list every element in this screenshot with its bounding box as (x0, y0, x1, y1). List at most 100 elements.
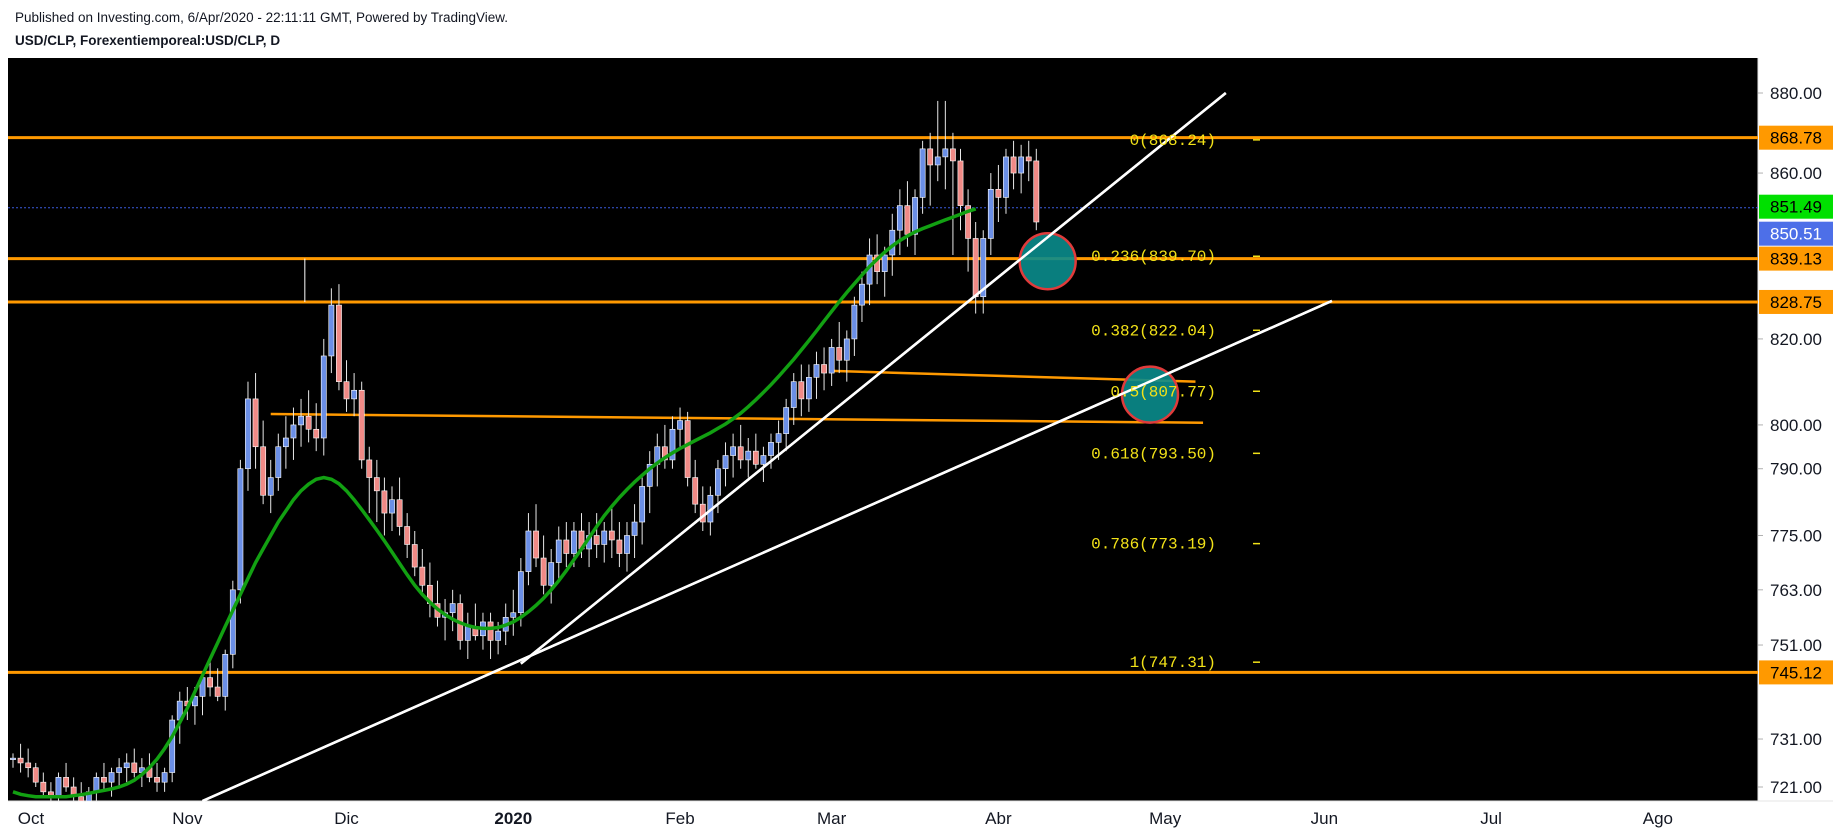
candle-body (449, 603, 456, 614)
price-tag-label-1: 851.49 (1770, 198, 1822, 217)
candle-body (798, 381, 805, 400)
candle-body (40, 781, 47, 793)
candle-body (950, 148, 956, 162)
candle-body (737, 446, 744, 461)
candle-body (677, 420, 683, 430)
candle-body (790, 381, 797, 408)
candle-body (358, 389, 365, 461)
candle-body (351, 389, 357, 400)
x-tick-label-9: Jul (1480, 809, 1502, 828)
candle-body (783, 407, 790, 434)
candle-body (116, 767, 123, 773)
price-tag-bg-1 (1759, 194, 1833, 219)
x-tick-label-0: Oct (18, 809, 45, 828)
fib-label-1: 0.236(839.70) (1091, 248, 1216, 266)
candle-body (533, 530, 539, 559)
candle-body (624, 535, 630, 554)
candle-body (715, 468, 721, 496)
candle-body (161, 772, 168, 783)
candle-body (320, 355, 327, 439)
ma-line (12, 207, 977, 799)
candle-body (995, 188, 1002, 198)
candle-body (912, 197, 918, 235)
symbol-caption: USD/CLP, Forexentiemporeal:USD/CLP, D (15, 33, 281, 48)
y-tick-label-3: 800.00 (1770, 416, 1822, 435)
candle-body (207, 677, 213, 688)
candle-body (934, 156, 941, 166)
candle-body (411, 544, 418, 568)
candle-body (745, 450, 752, 461)
candle-body (260, 446, 267, 496)
y-tick-label-9: 721.00 (1770, 778, 1822, 797)
candle-body (548, 562, 555, 586)
candle-body (904, 205, 911, 235)
candle-body (229, 589, 236, 655)
candle-body (123, 762, 130, 769)
candle-body (760, 455, 767, 465)
candle-body (464, 626, 471, 641)
y-tick-label-0: 880.00 (1770, 84, 1822, 103)
candle-body (836, 347, 843, 361)
candle-body (131, 762, 138, 773)
candle-body (1010, 156, 1017, 174)
candle-body (419, 566, 426, 586)
candle-body (396, 499, 403, 527)
candle-body (93, 777, 100, 793)
candle-body (373, 477, 380, 492)
candle-body (601, 530, 608, 545)
x-tick-label-4: Feb (665, 809, 694, 828)
candle-body (298, 415, 304, 426)
candle-body (32, 767, 39, 783)
price-tag-label-5: 745.12 (1770, 663, 1822, 682)
x-tick-label-10: Ago (1643, 809, 1673, 828)
candle-body (245, 398, 251, 470)
candle-body (919, 148, 926, 198)
fib-label-5: 0.786(773.19) (1091, 536, 1216, 554)
fib-label-2: 0.382(822.04) (1091, 322, 1216, 340)
candle-body (290, 424, 297, 439)
candle-body (843, 338, 850, 361)
candlesticks (10, 100, 1040, 802)
candle-body (669, 428, 676, 461)
candle-body (639, 486, 646, 523)
candle-body (730, 446, 736, 456)
candle-body (540, 557, 547, 586)
price-tag-label-4: 828.75 (1770, 293, 1822, 312)
candle-body (169, 719, 176, 773)
channel-line-lower (270, 412, 1204, 424)
candle-body (222, 654, 229, 697)
candle-body (275, 446, 282, 478)
fib-label-4: 0.618(793.50) (1091, 445, 1216, 463)
price-axis: 880.00 860.00 820.00 800.00 790.00 775.00 763.… (1758, 84, 1822, 797)
candle-body (328, 304, 335, 357)
y-tick-label-7: 751.00 (1770, 636, 1822, 655)
candle-body (267, 477, 274, 496)
candle-body (859, 283, 865, 306)
y-tick-label-1: 860.00 (1770, 164, 1822, 183)
candle-body (1018, 156, 1025, 174)
y-tick-label-5: 775.00 (1770, 526, 1822, 545)
candle-body (17, 757, 24, 764)
candle-body (381, 490, 388, 514)
candle-body (343, 381, 350, 400)
candle-body (55, 777, 62, 797)
candle-body (752, 450, 759, 465)
candle-body (987, 188, 994, 239)
price-tags: 868.78 851.49 850.51 839.13 828.75 745.12 (1759, 125, 1833, 685)
moving-average (12, 207, 977, 799)
candle-body (510, 612, 517, 618)
x-tick-label-2: Dic (334, 809, 359, 828)
candle-body (214, 686, 221, 697)
circle-upper (1018, 231, 1077, 291)
candle-body (684, 420, 691, 478)
candle-body (608, 530, 615, 541)
candle-body (722, 455, 729, 470)
candle-body (821, 364, 827, 374)
published-caption: Published on Investing.com, 6/Apr/2020 -… (15, 10, 509, 25)
candle-body (616, 539, 623, 554)
circle-markers (201, 92, 1333, 803)
x-tick-label-5: Mar (817, 809, 847, 828)
fib-label-6: 1(747.31) (1130, 654, 1216, 672)
plot-area[interactable] (8, 58, 1758, 801)
